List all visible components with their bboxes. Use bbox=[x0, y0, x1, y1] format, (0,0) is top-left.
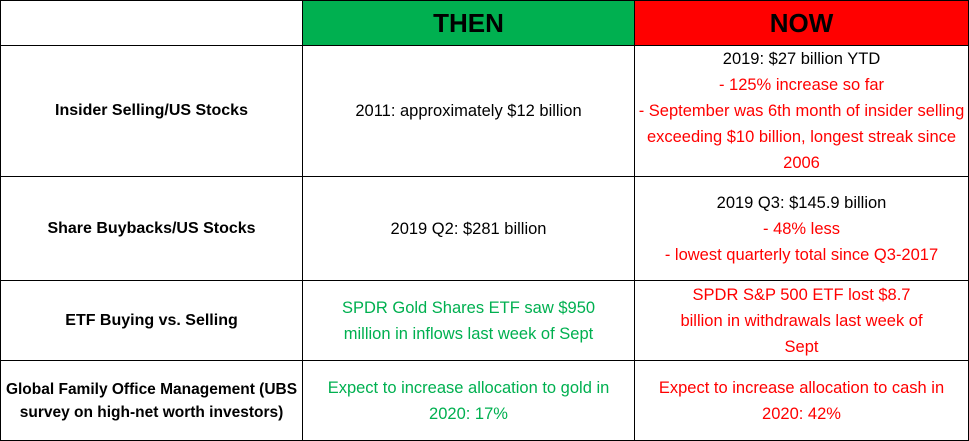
now-header: NOW bbox=[634, 0, 969, 46]
table-row: Global Family Office Management (UBS sur… bbox=[0, 360, 969, 441]
then-etf: SPDR Gold Shares ETF saw $950 million in… bbox=[302, 280, 635, 361]
table-row: Share Buybacks/US Stocks 2019 Q2: $281 b… bbox=[0, 176, 969, 281]
now-insider-selling: 2019: $27 billion YTD - 125% increase so… bbox=[634, 45, 969, 177]
now-family-office: Expect to increase allocation to cash in… bbox=[634, 360, 969, 441]
row-label-etf: ETF Buying vs. Selling bbox=[0, 280, 303, 361]
now-etf: SPDR S&P 500 ETF lost $8.7 billion in wi… bbox=[634, 280, 969, 361]
then-insider-selling: 2011: approximately $12 billion bbox=[302, 45, 635, 177]
row-label-insider-selling: Insider Selling/US Stocks bbox=[0, 45, 303, 177]
header-blank-cell bbox=[0, 0, 303, 46]
now-insider-selling-line1: 2019: $27 billion YTD bbox=[722, 50, 881, 68]
then-family-office: Expect to increase allocation to gold in… bbox=[302, 360, 635, 441]
header-row: THEN NOW bbox=[0, 0, 969, 46]
now-insider-selling-line2: - 125% increase so far bbox=[718, 76, 885, 94]
table-row: Insider Selling/US Stocks 2011: approxim… bbox=[0, 45, 969, 177]
now-share-buybacks-line3: - lowest quarterly total since Q3-2017 bbox=[664, 245, 939, 264]
row-label-family-office: Global Family Office Management (UBS sur… bbox=[0, 360, 303, 441]
now-share-buybacks-line2: - 48% less bbox=[762, 219, 841, 238]
now-insider-selling-line3: - September was 6th month of insider sel… bbox=[638, 102, 965, 172]
then-header: THEN bbox=[302, 0, 635, 46]
row-label-share-buybacks: Share Buybacks/US Stocks bbox=[0, 176, 303, 281]
then-share-buybacks: 2019 Q2: $281 billion bbox=[302, 176, 635, 281]
now-share-buybacks: 2019 Q3: $145.9 billion - 48% less - low… bbox=[634, 176, 969, 281]
now-share-buybacks-line1: 2019 Q3: $145.9 billion bbox=[716, 193, 887, 212]
table-row: ETF Buying vs. Selling SPDR Gold Shares … bbox=[0, 280, 969, 361]
